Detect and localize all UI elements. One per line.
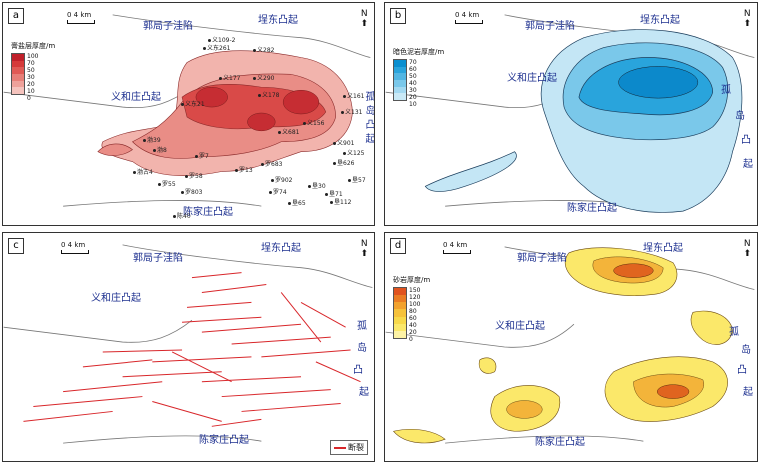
well-label: 垦626 xyxy=(333,158,354,167)
map-d-svg xyxy=(385,246,755,444)
scale-bar: 0 4 km xyxy=(455,11,483,24)
contour-core-3 xyxy=(247,112,276,132)
region-gu: 孤 xyxy=(729,327,739,338)
region-dao: 岛 xyxy=(741,345,751,356)
region-tu: 凸 xyxy=(741,135,751,146)
region-maidong: 埕东凸起 xyxy=(643,243,683,254)
well-label: 罗74 xyxy=(269,187,287,196)
region-guojuzi: 郭局子洼陷 xyxy=(517,253,567,264)
well-label: 渤古4 xyxy=(133,167,153,176)
fault-lines xyxy=(23,272,361,427)
well-label: 罗683 xyxy=(261,159,282,168)
well-label: 义681 xyxy=(278,127,299,136)
well-label: 垦57 xyxy=(348,175,366,184)
region-gudao: 孤岛凸起 xyxy=(363,91,374,147)
north-arrow-icon: N ⬆ xyxy=(743,9,751,29)
region-chenjiazhuang: 陈家庄凸起 xyxy=(535,437,585,448)
well-label: 垦71 xyxy=(325,189,343,198)
well-label: 陈40 xyxy=(173,211,191,220)
well-label: 渤8 xyxy=(153,145,167,154)
scale-bar: 0 4 km xyxy=(67,11,95,24)
region-yihezhuang: 义和庄凸起 xyxy=(91,293,141,304)
well-label: 义东21 xyxy=(181,99,205,108)
well-label: 义东261 xyxy=(203,43,230,52)
region-yihezhuang: 义和庄凸起 xyxy=(111,92,161,103)
well-label: 义901 xyxy=(333,138,354,147)
region-dao: 岛 xyxy=(357,343,367,354)
legend-d: 砂岩厚度/m 150 120 100 80 60 40 20 0 xyxy=(393,276,431,343)
region-gu: 孤 xyxy=(721,85,731,96)
region-tu: 凸 xyxy=(737,365,747,376)
panel-b-dark-mudstone-thickness: b 0 4 km N ⬆ 暗色泥岩厚度/m 70 60 50 40 30 20 10 郭… xyxy=(384,2,758,226)
well-label: 义161 xyxy=(343,91,364,100)
well-label: 罗902 xyxy=(271,175,292,184)
panel-label: b xyxy=(390,8,406,24)
region-dao: 岛 xyxy=(735,111,745,122)
region-qi: 起 xyxy=(359,387,369,398)
panel-c-faults: c 0 4 km N ⬆ 郭局子洼陷 埕东凸起 义和庄凸起 陈家庄凸起 孤 岛 凸… xyxy=(2,232,375,462)
well-label: 罗58 xyxy=(185,171,203,180)
fault-legend: 断裂 xyxy=(330,440,368,455)
region-yihezhuang: 义和庄凸起 xyxy=(507,73,557,84)
well-label: 义125 xyxy=(343,148,364,157)
well-label: 垦65 xyxy=(288,198,306,207)
well-label: 义282 xyxy=(253,45,274,54)
region-tu: 凸 xyxy=(353,365,363,376)
well-label: 罗55 xyxy=(158,179,176,188)
panel-label: c xyxy=(8,238,24,254)
well-label: 罗803 xyxy=(181,187,202,196)
region-qi: 起 xyxy=(743,159,753,170)
contour-core xyxy=(618,66,699,99)
well-label: 垦30 xyxy=(308,181,326,190)
well-label: 义156 xyxy=(303,118,324,127)
scale-bar: 0 4 km xyxy=(443,241,471,254)
north-arrow-icon: N ⬆ xyxy=(360,239,368,259)
legend-b: 暗色泥岩厚度/m 70 60 50 40 30 20 10 xyxy=(393,48,445,108)
region-qi: 起 xyxy=(743,387,753,398)
region-chenjiazhuang: 陈家庄凸起 xyxy=(199,435,249,446)
panel-label: a xyxy=(8,8,24,24)
region-yihezhuang: 义和庄凸起 xyxy=(495,321,545,332)
panel-a-evaporite-thickness: a 0 4 km N ⬆ 膏盐层厚度/m 100 70 50 30 20 10 0 郭局… xyxy=(2,2,375,226)
panel-label: d xyxy=(390,238,406,254)
well-label: 义177 xyxy=(219,73,240,82)
north-arrow-icon: N ⬆ xyxy=(743,239,751,259)
region-chenjiazhuang: 陈家庄凸起 xyxy=(567,203,617,214)
well-label: 义290 xyxy=(253,73,274,82)
north-arrow-icon: N ⬆ xyxy=(360,9,368,29)
contour-core-1 xyxy=(282,89,320,115)
map-b-svg xyxy=(385,14,755,213)
well-label: 渤39 xyxy=(143,135,161,144)
region-guojuzi: 郭局子洼陷 xyxy=(133,253,183,264)
region-maidong: 埕东凸起 xyxy=(640,15,680,26)
well-label: 义178 xyxy=(258,90,279,99)
region-maidong: 埕东凸起 xyxy=(261,243,301,254)
region-maidong: 埕东凸起 xyxy=(258,15,298,26)
region-guojuzi: 郭局子洼陷 xyxy=(525,21,575,32)
map-c-svg xyxy=(3,244,373,444)
well-label: 垦112 xyxy=(330,197,351,206)
region-guojuzi: 郭局子洼陷 xyxy=(143,21,193,32)
well-label: 罗13 xyxy=(235,165,253,174)
well-label: 罗7 xyxy=(195,151,209,160)
well-label: 义131 xyxy=(341,107,362,116)
well-label: 义109-2 xyxy=(208,35,235,44)
region-gu: 孤 xyxy=(357,321,367,332)
scale-bar: 0 4 km xyxy=(61,241,89,254)
panel-d-sandstone-thickness: d 0 4 km N ⬆ 砂岩厚度/m 150 120 100 80 60 40 20 0… xyxy=(384,232,758,462)
region-chenjiazhuang: 陈家庄凸起 xyxy=(183,207,233,218)
legend-a: 膏盐层厚度/m 100 70 50 30 20 10 0 xyxy=(11,42,56,102)
